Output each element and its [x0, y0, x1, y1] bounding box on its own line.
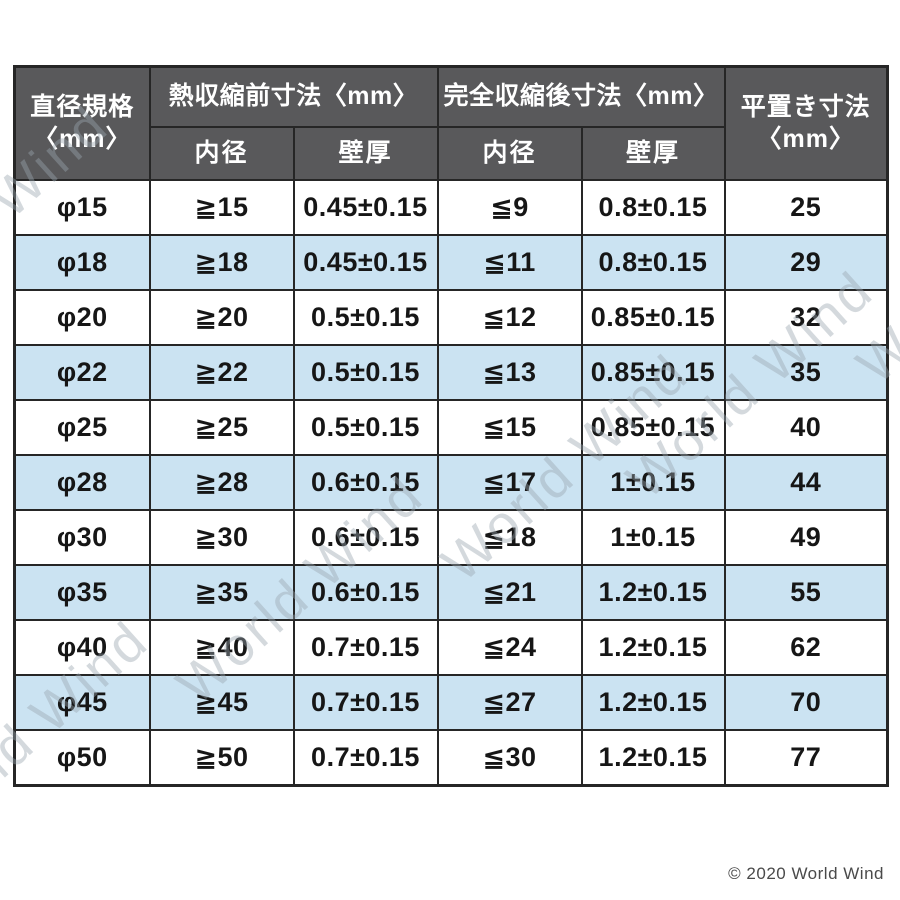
table-cell: 77	[723, 729, 889, 787]
table-cell: ≦11	[436, 234, 583, 291]
table-row: φ30 ≧30 0.6±0.15 ≦18 1±0.15 49	[13, 509, 889, 566]
header-before-shrink-group: 熱収縮前寸法〈mm〉	[148, 65, 439, 128]
table-cell: φ45	[13, 674, 151, 731]
table-cell: 44	[723, 454, 889, 511]
table-row: φ45 ≧45 0.7±0.15 ≦27 1.2±0.15 70	[13, 674, 889, 731]
table-row: φ40 ≧40 0.7±0.15 ≦24 1.2±0.15 62	[13, 619, 889, 676]
table-cell: φ30	[13, 509, 151, 566]
table-cell: φ40	[13, 619, 151, 676]
table-row: φ22 ≧22 0.5±0.15 ≦13 0.85±0.15 35	[13, 344, 889, 401]
table-cell: 29	[723, 234, 889, 291]
table-cell: 62	[723, 619, 889, 676]
table-row: φ15 ≧15 0.45±0.15 ≦9 0.8±0.15 25	[13, 179, 889, 236]
table-cell: 49	[723, 509, 889, 566]
table-cell: 1.2±0.15	[580, 729, 726, 787]
table-cell: 0.6±0.15	[292, 454, 439, 511]
header-flat-width: 平置き寸法 〈mm〉	[723, 65, 889, 181]
table-cell: φ25	[13, 399, 151, 456]
table-cell: 0.5±0.15	[292, 344, 439, 401]
table-cell: ≧22	[148, 344, 295, 401]
table-cell: 1.2±0.15	[580, 564, 726, 621]
table-cell: 0.8±0.15	[580, 179, 726, 236]
table-cell: 70	[723, 674, 889, 731]
table-cell: 0.5±0.15	[292, 289, 439, 346]
table-cell: ≧45	[148, 674, 295, 731]
table-cell: φ18	[13, 234, 151, 291]
table-cell: 0.7±0.15	[292, 729, 439, 787]
table-row: φ25 ≧25 0.5±0.15 ≦15 0.85±0.15 40	[13, 399, 889, 456]
table-cell: 0.7±0.15	[292, 674, 439, 731]
table-cell: 0.8±0.15	[580, 234, 726, 291]
header-after-shrink-group: 完全収縮後寸法〈mm〉	[436, 65, 726, 128]
table-cell: ≦15	[436, 399, 583, 456]
table-cell: 0.85±0.15	[580, 399, 726, 456]
table-cell: φ35	[13, 564, 151, 621]
table-cell: ≧30	[148, 509, 295, 566]
table-row: φ18 ≧18 0.45±0.15 ≦11 0.8±0.15 29	[13, 234, 889, 291]
table-cell: ≧15	[148, 179, 295, 236]
table-cell: 0.5±0.15	[292, 399, 439, 456]
table-cell: ≦17	[436, 454, 583, 511]
table-cell: 35	[723, 344, 889, 401]
table-row: φ35 ≧35 0.6±0.15 ≦21 1.2±0.15 55	[13, 564, 889, 621]
table-cell: ≧20	[148, 289, 295, 346]
table-cell: φ50	[13, 729, 151, 787]
table-row: φ28 ≧28 0.6±0.15 ≦17 1±0.15 44	[13, 454, 889, 511]
table-cell: ≧50	[148, 729, 295, 787]
table-cell: 0.6±0.15	[292, 509, 439, 566]
table-cell: ≦30	[436, 729, 583, 787]
table-cell: ≧18	[148, 234, 295, 291]
table-cell: 1±0.15	[580, 509, 726, 566]
table-cell: ≦21	[436, 564, 583, 621]
table-cell: φ20	[13, 289, 151, 346]
table-cell: 32	[723, 289, 889, 346]
table-header: 直径規格 〈mm〉 熱収縮前寸法〈mm〉 完全収縮後寸法〈mm〉 平置き寸法 〈…	[13, 65, 889, 181]
table-row: φ50 ≧50 0.7±0.15 ≦30 1.2±0.15 77	[13, 729, 889, 787]
table-cell: 1±0.15	[580, 454, 726, 511]
copyright-text: © 2020 World Wind	[728, 864, 884, 883]
header-diameter: 直径規格 〈mm〉	[13, 65, 151, 181]
header-after-inner-diameter: 内径	[436, 126, 583, 181]
table-cell: ≦24	[436, 619, 583, 676]
table-cell: 40	[723, 399, 889, 456]
table-cell: φ15	[13, 179, 151, 236]
table-cell: 55	[723, 564, 889, 621]
table-cell: 1.2±0.15	[580, 619, 726, 676]
table-cell: ≧40	[148, 619, 295, 676]
table-cell: ≦12	[436, 289, 583, 346]
spec-table-container: 直径規格 〈mm〉 熱収縮前寸法〈mm〉 完全収縮後寸法〈mm〉 平置き寸法 〈…	[13, 65, 889, 787]
table-cell: 0.85±0.15	[580, 344, 726, 401]
table-cell: φ22	[13, 344, 151, 401]
table-cell: ≦27	[436, 674, 583, 731]
table-cell: ≦13	[436, 344, 583, 401]
table-cell: 0.45±0.15	[292, 179, 439, 236]
table-row: φ20 ≧20 0.5±0.15 ≦12 0.85±0.15 32	[13, 289, 889, 346]
table-cell: 25	[723, 179, 889, 236]
spec-table: 直径規格 〈mm〉 熱収縮前寸法〈mm〉 完全収縮後寸法〈mm〉 平置き寸法 〈…	[13, 65, 889, 787]
header-after-wall-thickness: 壁厚	[580, 126, 726, 181]
table-cell: 0.6±0.15	[292, 564, 439, 621]
header-before-wall-thickness: 壁厚	[292, 126, 439, 181]
table-body: φ15 ≧15 0.45±0.15 ≦9 0.8±0.15 25 φ18 ≧18 0.45±0.…	[13, 179, 889, 787]
table-cell: ≦9	[436, 179, 583, 236]
table-cell: 0.7±0.15	[292, 619, 439, 676]
table-cell: ≧35	[148, 564, 295, 621]
table-cell: 1.2±0.15	[580, 674, 726, 731]
table-cell: ≦18	[436, 509, 583, 566]
table-cell: ≧25	[148, 399, 295, 456]
table-cell: 0.45±0.15	[292, 234, 439, 291]
table-cell: 0.85±0.15	[580, 289, 726, 346]
table-cell: φ28	[13, 454, 151, 511]
header-before-inner-diameter: 内径	[148, 126, 295, 181]
table-cell: ≧28	[148, 454, 295, 511]
